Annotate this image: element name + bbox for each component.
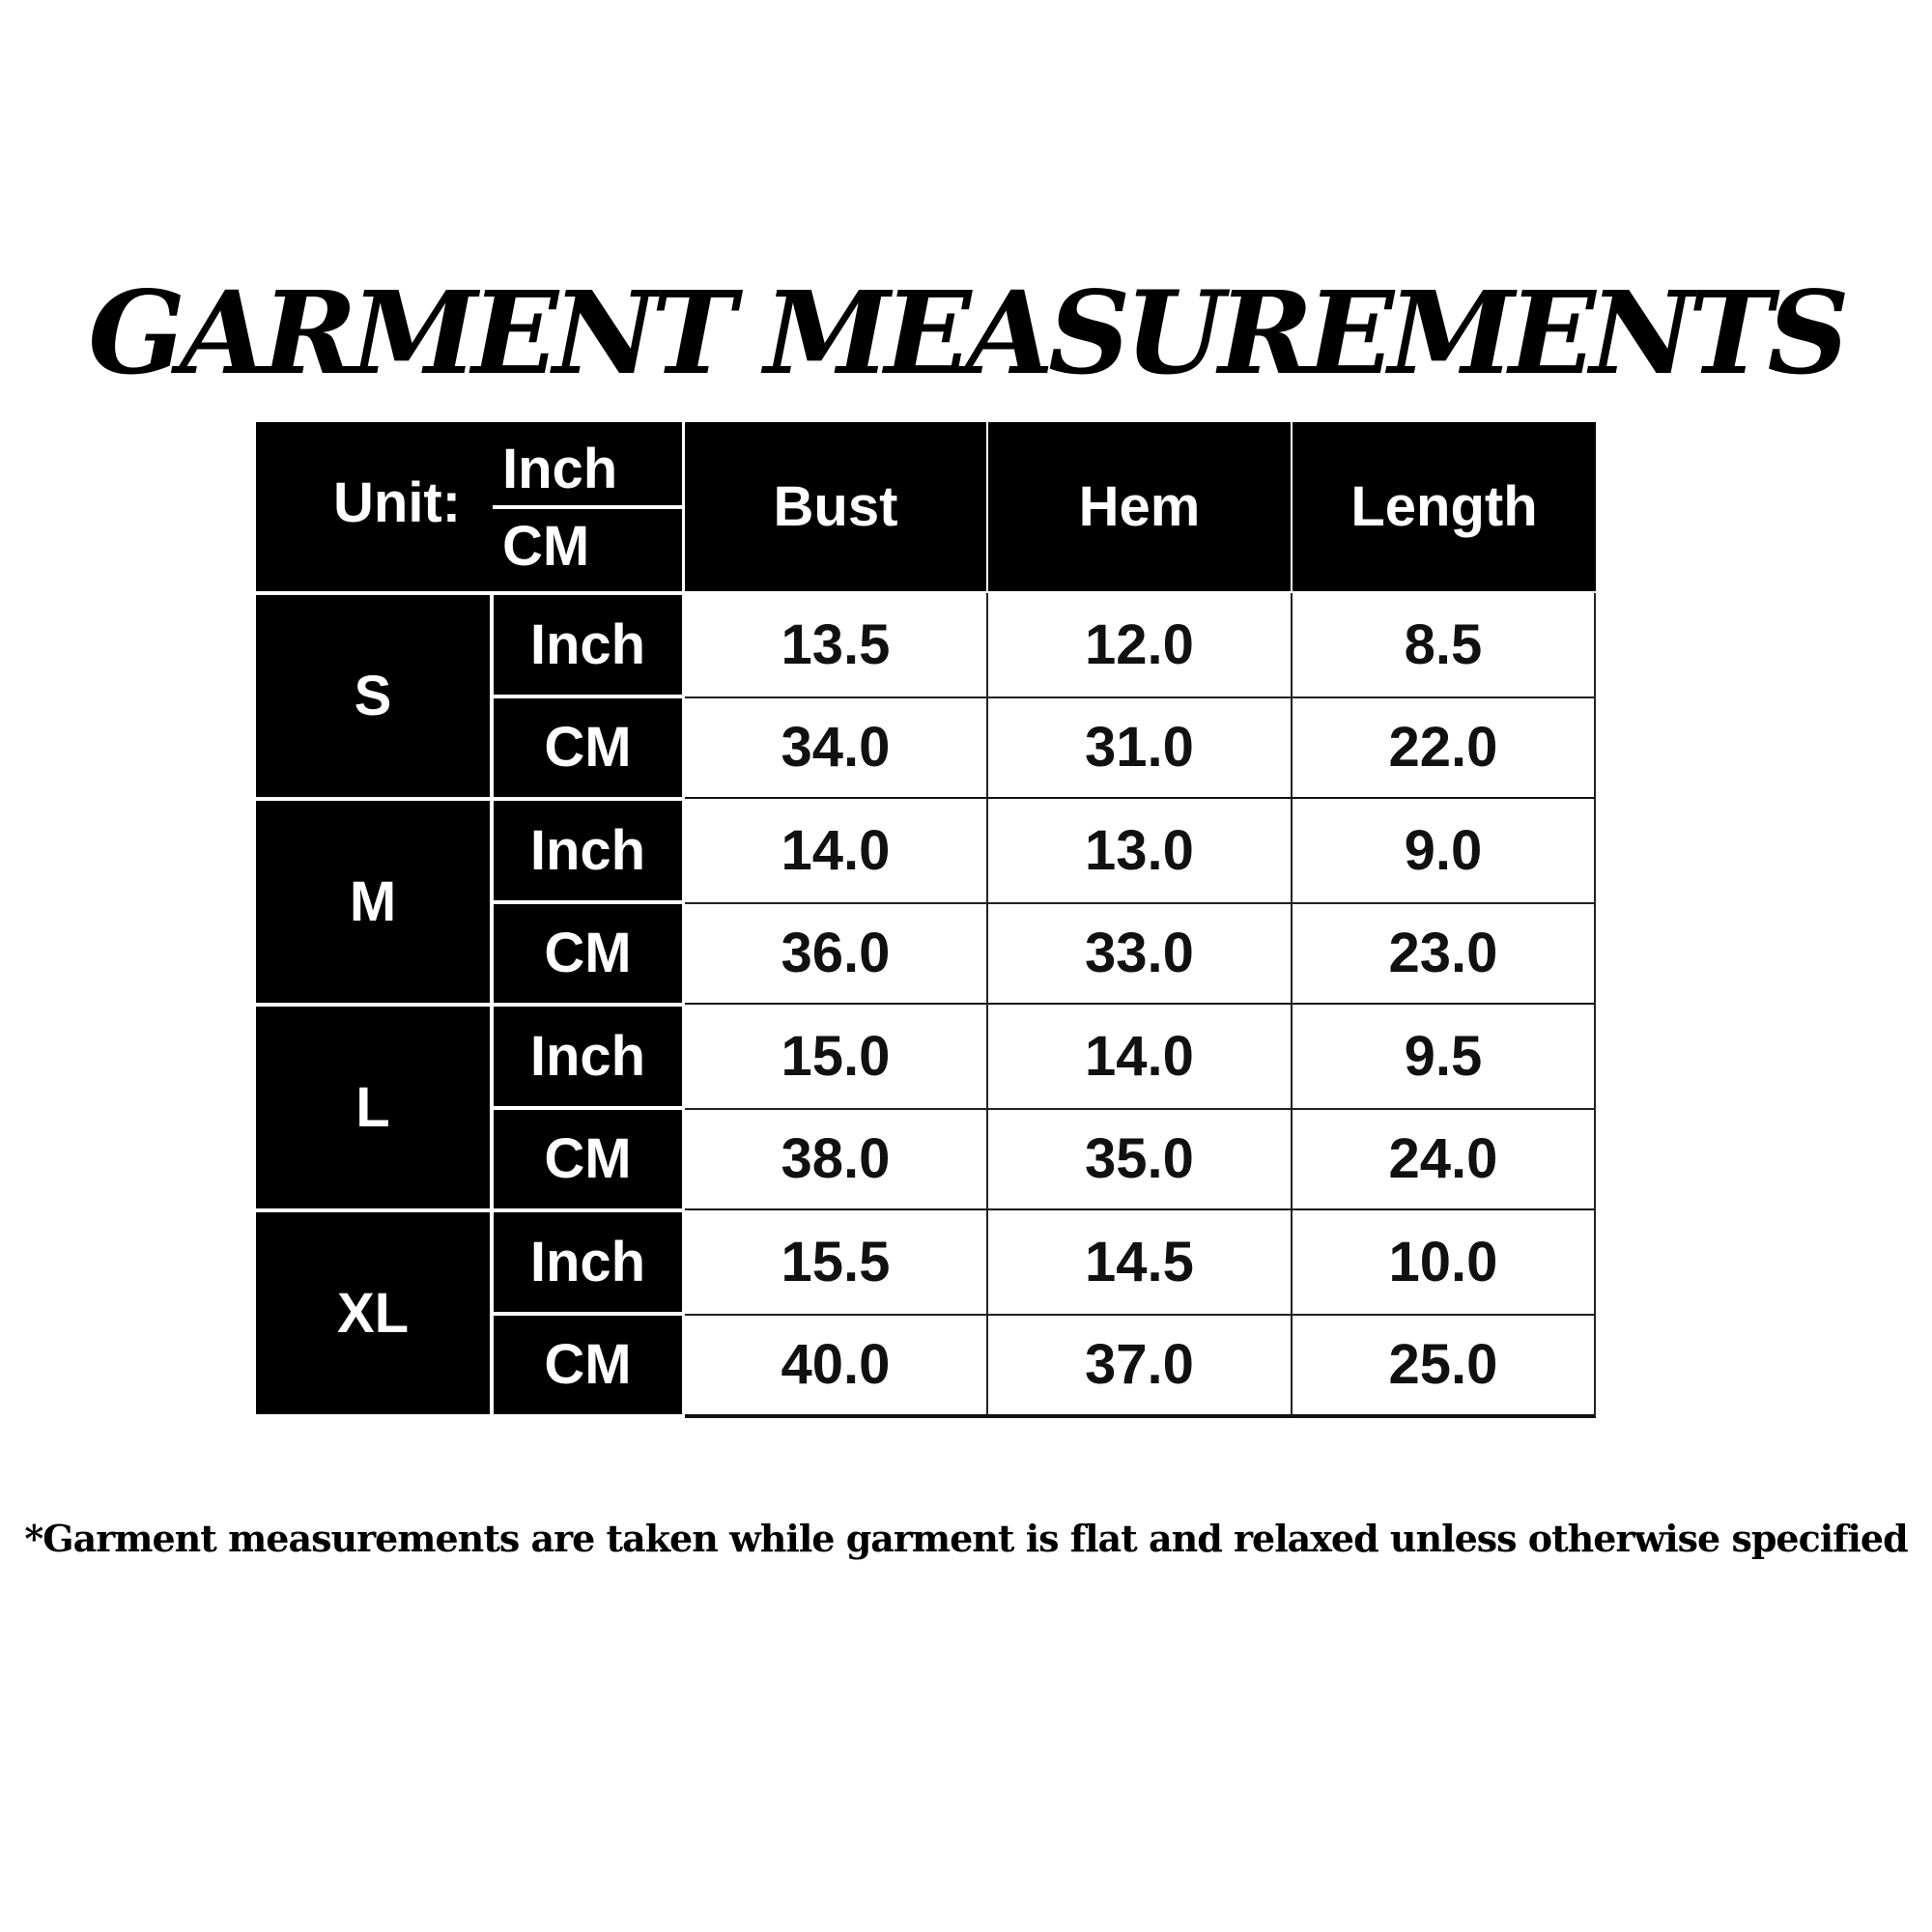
measurement-cell: 14.5 — [988, 1210, 1293, 1316]
measurement-cell: 22.0 — [1293, 697, 1596, 801]
unit-label-cm: CM — [494, 1109, 682, 1208]
measurement-cell: 12.0 — [988, 593, 1293, 698]
measurement-cell: 13.0 — [988, 799, 1293, 904]
measurement-cell: 10.0 — [1293, 1210, 1596, 1316]
size-label: XL — [256, 1212, 490, 1414]
unit-label-cm: CM — [494, 1315, 682, 1414]
measurement-cell: 9.0 — [1293, 799, 1596, 904]
measurement-cell: 25.0 — [1293, 1315, 1596, 1418]
unit-label-inch: Inch — [494, 1212, 682, 1312]
measurement-cell: 14.0 — [685, 799, 988, 904]
unit-divider — [493, 505, 682, 509]
measurement-cell: 13.5 — [685, 593, 988, 698]
size-label: S — [256, 595, 490, 797]
column-header-bust: Bust — [685, 422, 986, 591]
measurement-cell: 34.0 — [685, 697, 988, 801]
unit-label-inch: Inch — [494, 1007, 682, 1106]
measurement-cell: 37.0 — [988, 1315, 1293, 1418]
measurement-cell: 24.0 — [1293, 1109, 1596, 1212]
unit-label-cm: CM — [494, 903, 682, 1003]
unit-label-inch: Inch — [494, 801, 682, 900]
unit-cm: CM — [502, 515, 590, 578]
size-label: M — [256, 801, 490, 1003]
measurement-cell: 31.0 — [988, 697, 1293, 801]
measurement-cell: 15.0 — [685, 1005, 988, 1110]
size-chart-table: Unit: Inch CM Bust Hem Length S Inch 13.5 12.0… — [256, 422, 1596, 1418]
column-header-hem: Hem — [988, 422, 1291, 591]
unit-inch: Inch — [502, 438, 618, 500]
unit-label: Unit: — [333, 471, 462, 534]
unit-label-inch: Inch — [494, 595, 682, 695]
measurement-cell: 15.5 — [685, 1210, 988, 1316]
footnote: *Garment measurements are taken while ga… — [24, 1517, 1908, 1560]
measurement-cell: 40.0 — [685, 1315, 988, 1418]
measurement-cell: 35.0 — [988, 1109, 1293, 1212]
size-label: L — [256, 1007, 490, 1208]
unit-header: Unit: Inch CM — [256, 422, 682, 591]
column-header-length: Length — [1293, 422, 1596, 591]
measurement-cell: 23.0 — [1293, 903, 1596, 1007]
measurement-cell: 9.5 — [1293, 1005, 1596, 1110]
page-title: GARMENT MEASUREMENTS — [88, 266, 1849, 400]
measurement-cell: 14.0 — [988, 1005, 1293, 1110]
measurement-cell: 36.0 — [685, 903, 988, 1007]
unit-label-cm: CM — [494, 697, 682, 797]
measurement-cell: 8.5 — [1293, 593, 1596, 698]
measurement-cell: 33.0 — [988, 903, 1293, 1007]
measurement-cell: 38.0 — [685, 1109, 988, 1212]
